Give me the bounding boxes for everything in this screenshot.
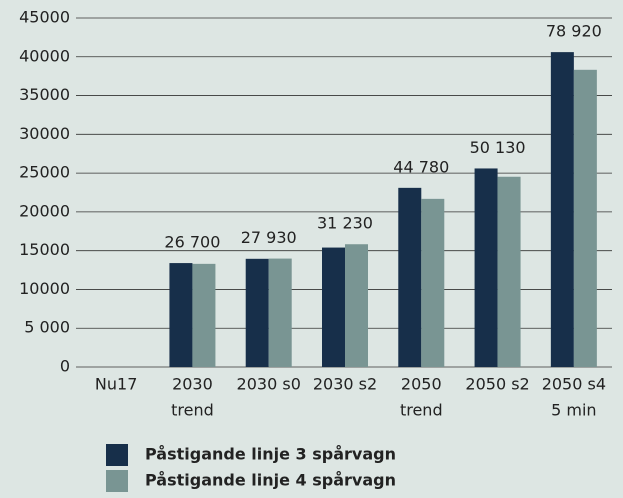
y-tick-label: 45000 xyxy=(19,8,70,27)
y-tick-label: 0 xyxy=(60,357,70,376)
bar xyxy=(192,263,216,367)
y-tick-label: 30000 xyxy=(19,124,70,143)
bar xyxy=(169,263,193,367)
y-tick-label: 10000 xyxy=(19,279,70,298)
bar xyxy=(421,198,445,367)
x-tick-label: 2030 s0 xyxy=(237,375,301,394)
legend-label: Påstigande linje 3 spårvagn xyxy=(145,445,396,464)
bar xyxy=(245,258,269,367)
y-tick-label: 35000 xyxy=(19,85,70,104)
x-tick-label: 2030 xyxy=(172,375,213,394)
total-label: 31 230 xyxy=(317,214,373,233)
y-tick-label: 40000 xyxy=(19,46,70,65)
bar xyxy=(322,247,345,367)
bar xyxy=(398,187,422,367)
legend-swatch xyxy=(106,470,128,492)
bar xyxy=(268,258,292,367)
y-tick-label: 20000 xyxy=(19,201,70,220)
x-tick-label: trend xyxy=(171,401,214,420)
x-tick-label: trend xyxy=(400,401,443,420)
x-tick-label: Nu17 xyxy=(95,375,137,394)
bar xyxy=(497,176,521,367)
total-label: 44 780 xyxy=(393,157,449,176)
bar xyxy=(573,69,597,367)
x-tick-label: 2030 s2 xyxy=(313,375,377,394)
bar xyxy=(474,168,498,367)
x-tick-label: 2050 s4 xyxy=(542,375,606,394)
legend-label: Påstigande linje 4 spårvagn xyxy=(145,471,396,490)
x-tick-label: 2050 xyxy=(401,375,442,394)
y-tick-label: 15000 xyxy=(19,240,70,259)
total-label: 26 700 xyxy=(164,233,220,252)
total-label: 27 930 xyxy=(241,228,297,247)
x-tick-label: 5 min xyxy=(551,401,596,420)
total-label: 78 920 xyxy=(546,22,602,41)
x-tick-label: 2050 s2 xyxy=(465,375,529,394)
bar xyxy=(550,52,574,367)
total-label: 50 130 xyxy=(470,138,526,157)
y-tick-label: 25000 xyxy=(19,163,70,182)
bar xyxy=(345,244,368,367)
legend-swatch xyxy=(106,444,128,466)
y-tick-label: 5 000 xyxy=(24,318,70,337)
